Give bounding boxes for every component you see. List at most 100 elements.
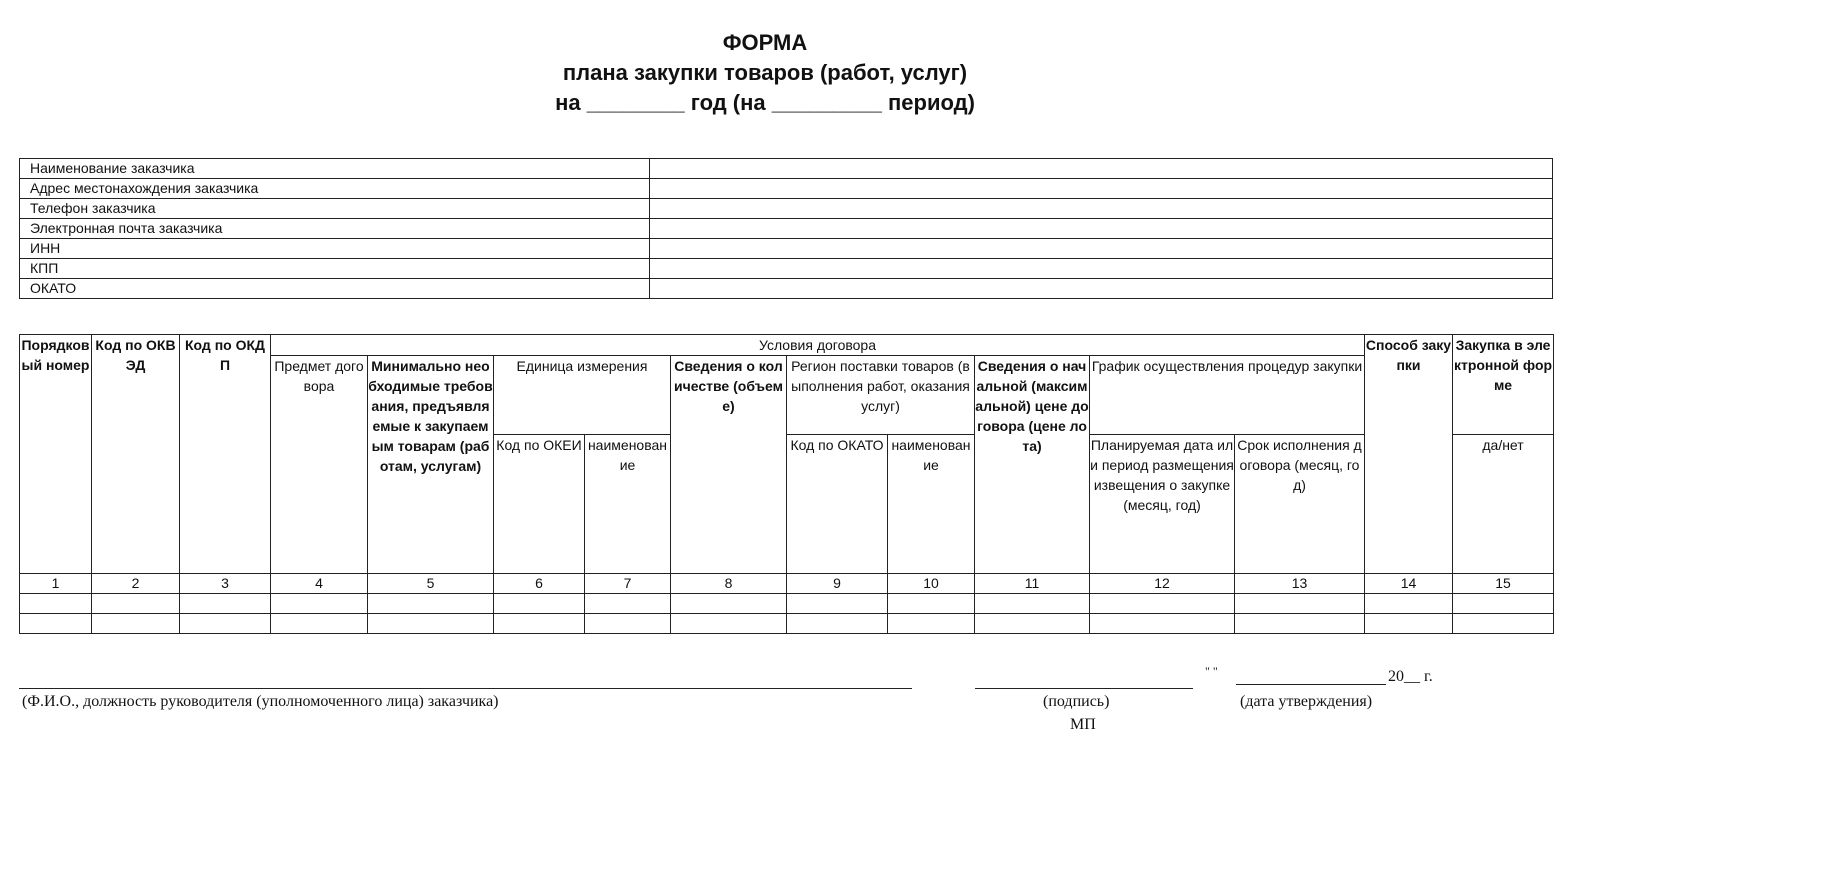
table-cell[interactable] — [584, 593, 671, 614]
table-cell[interactable] — [270, 613, 368, 634]
form-subtitle: плана закупки товаров (работ, услуг) — [562, 60, 968, 85]
header-region-code: Код по ОКАТО — [786, 434, 888, 574]
header-okved: Код по ОКВЭД — [91, 334, 180, 574]
info-value[interactable] — [649, 278, 1553, 299]
signature-label: (подпись) — [1043, 693, 1110, 710]
column-number: 15 — [1452, 573, 1555, 594]
table-cell[interactable] — [584, 613, 671, 634]
header-order-number: Порядковый номер — [19, 334, 92, 574]
table-cell[interactable] — [493, 593, 585, 614]
table-cell[interactable] — [19, 613, 92, 634]
official-name-line[interactable] — [19, 688, 912, 689]
table-cell[interactable] — [1089, 613, 1235, 634]
form-title: ФОРМА — [722, 30, 808, 55]
column-number: 9 — [786, 573, 888, 594]
header-execution-term: Срок исполнения договора (месяц, год) — [1233, 434, 1366, 574]
column-number: 7 — [584, 573, 671, 594]
info-label: ИНН — [19, 238, 650, 259]
info-label: ОКАТО — [19, 278, 650, 299]
header-quantity: Сведения о количестве (объеме) — [670, 355, 787, 574]
header-electronic: Закупка в электронной форме — [1452, 334, 1555, 435]
column-number: 6 — [493, 573, 585, 594]
info-value[interactable] — [649, 258, 1553, 279]
table-cell[interactable] — [670, 593, 787, 614]
info-label: Адрес местонахождения заказчика — [19, 178, 650, 199]
column-number: 10 — [887, 573, 975, 594]
table-cell[interactable] — [786, 613, 888, 634]
table-cell[interactable] — [19, 593, 92, 614]
info-value[interactable] — [649, 218, 1553, 239]
header-yes-no: да/нет — [1452, 434, 1555, 574]
table-cell[interactable] — [974, 593, 1090, 614]
table-cell[interactable] — [367, 613, 494, 634]
header-schedule: График осуществления процедур закупки — [1088, 355, 1366, 435]
column-number: 4 — [270, 573, 368, 594]
column-number: 2 — [91, 573, 180, 594]
column-numbers-row: 1 2 3 4 5 6 7 8 9 10 11 12 13 14 15 — [19, 573, 1555, 594]
table-cell[interactable] — [1089, 593, 1235, 614]
table-cell[interactable] — [367, 593, 494, 614]
table-cell[interactable] — [179, 593, 271, 614]
info-value[interactable] — [649, 178, 1553, 199]
header-price: Сведения о начальной (максимальной) цене… — [974, 355, 1090, 574]
customer-info-table: Наименование заказчика Адрес местонахожд… — [19, 158, 1553, 299]
stamp-label: МП — [1070, 716, 1096, 733]
info-label: Наименование заказчика — [19, 158, 650, 179]
column-number: 13 — [1233, 573, 1366, 594]
table-cell[interactable] — [974, 613, 1090, 634]
table-cell[interactable] — [91, 613, 180, 634]
date-label: (дата утверждения) — [1240, 693, 1373, 710]
table-cell[interactable] — [670, 613, 787, 634]
header-planned-date: Планируемая дата или период размещения и… — [1089, 434, 1235, 574]
form-period: на ________ год (на _________ период) — [555, 90, 975, 115]
table-cell[interactable] — [270, 593, 368, 614]
table-cell[interactable] — [786, 593, 888, 614]
header-unit-code: Код по ОКЕИ — [493, 434, 585, 574]
info-value[interactable] — [649, 158, 1553, 179]
procurement-plan-table: Порядковый номер Код по ОКВЭД Код по ОКД… — [19, 334, 1555, 634]
info-label: КПП — [19, 258, 650, 279]
table-cell[interactable] — [1364, 593, 1454, 614]
table-row — [19, 593, 1555, 614]
header-region: Регион поставки товаров (выполнения рабо… — [786, 355, 975, 435]
info-row: Наименование заказчика — [19, 158, 1553, 179]
table-cell[interactable] — [1364, 613, 1454, 634]
info-row: ОКАТО — [19, 278, 1553, 299]
info-row: Адрес местонахождения заказчика — [19, 178, 1553, 199]
table-cell[interactable] — [1233, 613, 1366, 634]
column-number: 14 — [1364, 573, 1454, 594]
info-row: ИНН — [19, 238, 1553, 259]
table-cell[interactable] — [1452, 613, 1555, 634]
column-number: 5 — [367, 573, 494, 594]
header-method: Способ закупки — [1364, 334, 1454, 574]
header-unit: Единица измерения — [493, 355, 671, 435]
date-line[interactable] — [1236, 684, 1386, 685]
official-label: (Ф.И.О., должность руководителя (уполном… — [22, 693, 499, 710]
column-number: 8 — [670, 573, 787, 594]
header-okdp: Код по ОКДП — [179, 334, 271, 574]
column-number: 12 — [1089, 573, 1235, 594]
table-cell[interactable] — [493, 613, 585, 634]
table-cell[interactable] — [91, 593, 180, 614]
info-row: КПП — [19, 258, 1553, 279]
table-cell[interactable] — [1233, 593, 1366, 614]
table-cell[interactable] — [179, 613, 271, 634]
column-number: 11 — [974, 573, 1090, 594]
date-quotes: " " — [1205, 664, 1218, 678]
table-cell[interactable] — [887, 593, 975, 614]
info-row: Электронная почта заказчика — [19, 218, 1553, 239]
date-year: 20__ г. — [1388, 668, 1433, 685]
header-unit-name: наименование — [584, 434, 671, 574]
header-contract-terms: Условия договора — [269, 334, 1366, 356]
table-cell[interactable] — [887, 613, 975, 634]
header-region-name: наименование — [887, 434, 975, 574]
signature-line[interactable] — [975, 688, 1193, 689]
info-value[interactable] — [649, 238, 1553, 259]
info-value[interactable] — [649, 198, 1553, 219]
header-requirements: Минимально необходимые требования, предъ… — [367, 355, 494, 574]
info-label: Электронная почта заказчика — [19, 218, 650, 239]
column-number: 3 — [179, 573, 271, 594]
column-number: 1 — [19, 573, 92, 594]
header-subject: Предмет договора — [270, 355, 368, 574]
table-cell[interactable] — [1452, 593, 1555, 614]
